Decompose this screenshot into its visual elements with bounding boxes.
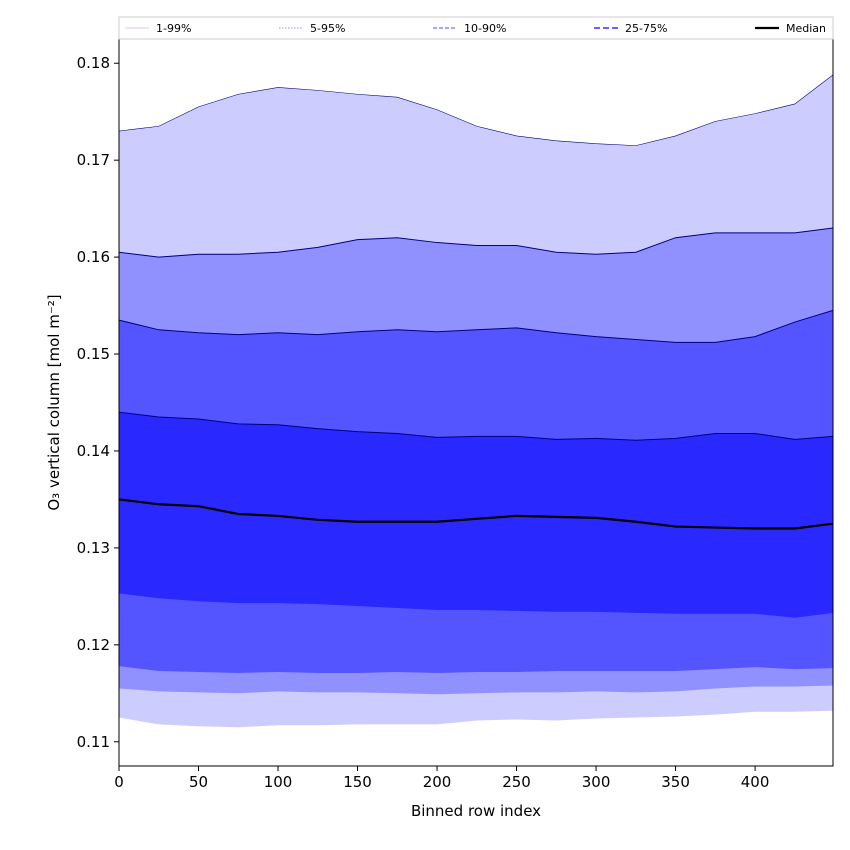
legend-label: 5-95% [310,22,345,35]
band-10-90-upper-edge [118,309,834,343]
y-tick-label: 0.17 [77,151,110,169]
median-line [118,498,834,530]
band-5-95-upper-edge [118,227,834,258]
y-tick-label: 0.14 [77,442,110,460]
y-tick-label: 0.12 [77,636,110,654]
y-axis: 0.11 0.12 0.13 0.14 0.15 0.16 0.17 0.18 [77,54,119,751]
band-25-75-area [119,412,833,618]
x-tick-label: 350 [661,773,690,791]
legend-box [118,16,834,40]
band-25-75-upper-edge [118,411,834,441]
legend-label: 10-90% [464,22,506,35]
legend-label: Median [786,22,826,35]
y-tick-label: 0.11 [77,733,110,751]
x-tick-label: 300 [582,773,611,791]
band-1-99-upper-edge [118,74,834,146]
y-tick-label: 0.15 [77,345,110,363]
x-tick-label: 150 [343,773,372,791]
x-tick-label: 400 [741,773,770,791]
x-tick-label: 250 [502,773,531,791]
median-series [118,498,834,530]
y-axis-label: O₃ vertical column [mol m⁻²] [45,294,63,510]
x-tick-label: 0 [114,773,124,791]
x-axis-label: Binned row index [411,802,541,820]
percentile-bands [118,74,834,728]
x-tick-label: 100 [264,773,293,791]
x-tick-label: 50 [189,773,208,791]
legend-label: 25-75% [625,22,667,35]
legend: 1-99% 5-95% 10-90% 25-75% Median [118,16,834,40]
legend-label: 1-99% [156,22,191,35]
y-tick-label: 0.18 [77,54,110,72]
x-tick-label: 200 [423,773,452,791]
y-tick-label: 0.16 [77,248,110,266]
y-tick-label: 0.13 [77,539,110,557]
x-axis: 0 50 100 150 200 250 300 350 400 [114,766,769,791]
